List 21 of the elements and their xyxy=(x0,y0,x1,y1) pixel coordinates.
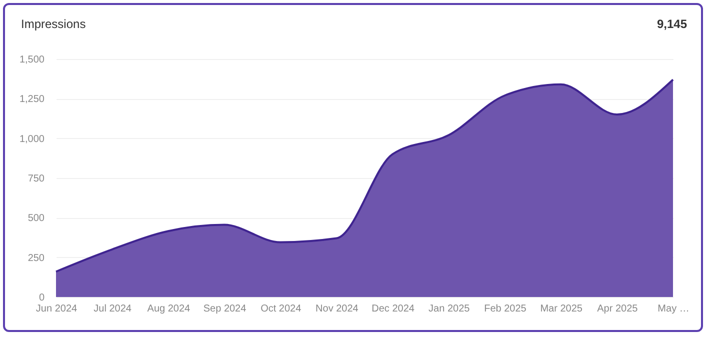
x-tick-label: Apr 2025 xyxy=(597,304,638,314)
x-tick-label: Mar 2025 xyxy=(540,304,583,314)
y-tick-label: 250 xyxy=(28,252,45,264)
chart-title: Impressions xyxy=(21,17,86,31)
y-tick-label: 750 xyxy=(28,174,45,184)
x-tick-label: Jan 2025 xyxy=(428,304,470,314)
y-tick-label: 500 xyxy=(28,213,45,224)
y-tick-label: 1,250 xyxy=(19,94,45,106)
y-tick-label: 1,000 xyxy=(19,134,45,145)
x-tick-label: Jul 2024 xyxy=(94,304,132,314)
x-tick-label: May … xyxy=(658,304,690,314)
x-tick-label: Nov 2024 xyxy=(316,304,359,314)
y-tick-label: 0 xyxy=(38,292,45,304)
text: 9,145 xyxy=(656,17,687,31)
x-tick-label: Jun 2024 xyxy=(36,304,78,314)
x-tick-label: Feb 2025 xyxy=(484,304,527,314)
y-tick-label: 1,500 xyxy=(19,54,45,66)
x-tick-label: Aug 2024 xyxy=(147,304,191,314)
x-tick-label: Oct 2024 xyxy=(260,304,302,314)
x-tick-label: Dec 2024 xyxy=(372,304,415,314)
x-tick-label: Sep 2024 xyxy=(203,304,247,314)
